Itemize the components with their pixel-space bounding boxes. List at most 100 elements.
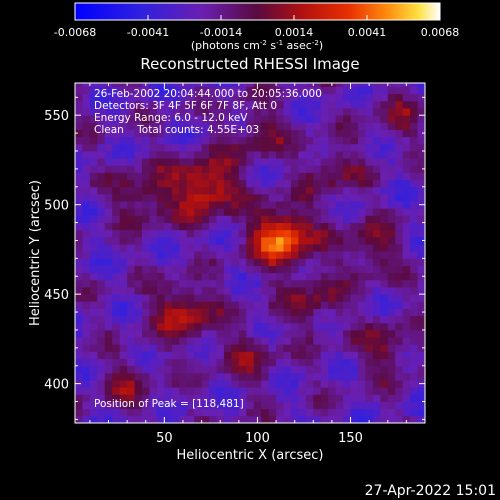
colorbar-gradient [74,2,441,21]
heatmap-cell [357,294,366,302]
heatmap-cell [164,179,173,188]
heatmap-cell [142,322,150,331]
heatmap-cell [395,329,404,338]
heatmap-cell [410,201,418,209]
heatmap-cell [179,315,188,324]
heatmap-cell [149,322,158,331]
heatmap-cell [171,193,180,202]
heatmap-cell [290,372,299,381]
heatmap-cell [164,258,173,266]
heatmap-cell [320,308,329,317]
heatmap-cell [238,372,247,381]
heatmap-cell [410,244,418,252]
heatmap-cell [231,172,240,181]
heatmap-cell [142,186,150,195]
heatmap-cell [343,322,351,331]
heatmap-cell [231,387,240,395]
heatmap-cell [216,151,225,159]
heatmap-cell [365,365,374,374]
heatmap-cell [402,279,411,288]
heatmap-cell [134,408,143,417]
heatmap-cell [164,236,173,245]
heatmap-cell [104,358,113,367]
heatmap-cell [380,387,389,395]
heatmap-cell [350,380,359,388]
heatmap-cell [194,251,202,259]
heatmap-cell [209,415,217,423]
heatmap-cell [365,100,374,109]
heatmap-cell [328,337,337,345]
heatmap-cell [320,86,329,95]
heatmap-cell [298,122,307,130]
heatmap-cell [290,193,299,202]
heatmap-cell [253,315,262,324]
heatmap-cell [253,208,262,216]
heatmap-cell [343,351,351,359]
heatmap-cell [395,322,404,331]
heatmap-cell [134,401,143,410]
heatmap-cell [142,201,150,209]
heatmap-cell [216,208,225,216]
heatmap-cell [127,265,135,274]
heatmap-cell [223,83,232,87]
heatmap-cell [387,222,396,231]
heatmap-cell [112,351,121,359]
heatmap-cell [290,287,299,295]
heatmap-cell [156,244,165,252]
heatmap-cell [75,215,83,223]
heatmap-cell [417,158,425,166]
heatmap-cell [231,100,240,109]
heatmap-cell [82,344,91,352]
heatmap-cell [365,179,374,188]
heatmap-cell [127,358,135,367]
heatmap-cell [387,322,396,331]
heatmap-cell [387,244,396,252]
heatmap-cell [171,365,180,374]
heatmap-cell [82,236,91,245]
heatmap-cell [156,408,165,417]
heatmap-cell [410,287,418,295]
heatmap-cell [410,408,418,417]
heatmap-cell [343,408,351,417]
heatmap-cell [372,83,381,87]
heatmap-cell [186,337,195,345]
heatmap-cell [186,315,195,324]
heatmap-cell [97,179,106,188]
heatmap-cell [142,93,150,102]
heatmap-cell [350,193,359,202]
heatmap-cell [343,387,351,395]
heatmap-cell [283,287,292,295]
heatmap-cell [156,143,165,152]
heatmap-cell [149,201,158,209]
heatmap-cell [149,337,158,345]
heatmap-cell [246,172,255,181]
heatmap-cell [328,122,337,130]
heatmap-cell [209,172,217,181]
heatmap-cell [335,387,344,395]
heatmap-cell [290,229,299,238]
heatmap-cell [387,351,396,359]
heatmap-cell [387,122,396,130]
heatmap-cell [350,322,359,331]
heatmap-cell [201,179,210,188]
heatmap-cell [127,193,135,202]
heatmap-cell [89,272,98,281]
heatmap-cell [97,380,106,388]
heatmap-cell [201,151,210,159]
heatmap-cell [179,351,188,359]
heatmap-cell [283,172,292,181]
heatmap-cell [417,358,425,367]
heatmap-cell [89,401,98,410]
heatmap-cell [82,301,91,309]
heatmap-cell [104,351,113,359]
heatmap-cell [380,294,389,302]
heatmap-cell [246,387,255,395]
heatmap-cell [402,244,411,252]
heatmap-cell [305,279,314,288]
heatmap-cell [328,172,337,181]
heatmap-cell [268,93,277,102]
heatmap-cell [365,337,374,345]
heatmap-cell [142,265,150,274]
heatmap-cell [320,365,329,374]
heatmap-cell [142,208,150,216]
